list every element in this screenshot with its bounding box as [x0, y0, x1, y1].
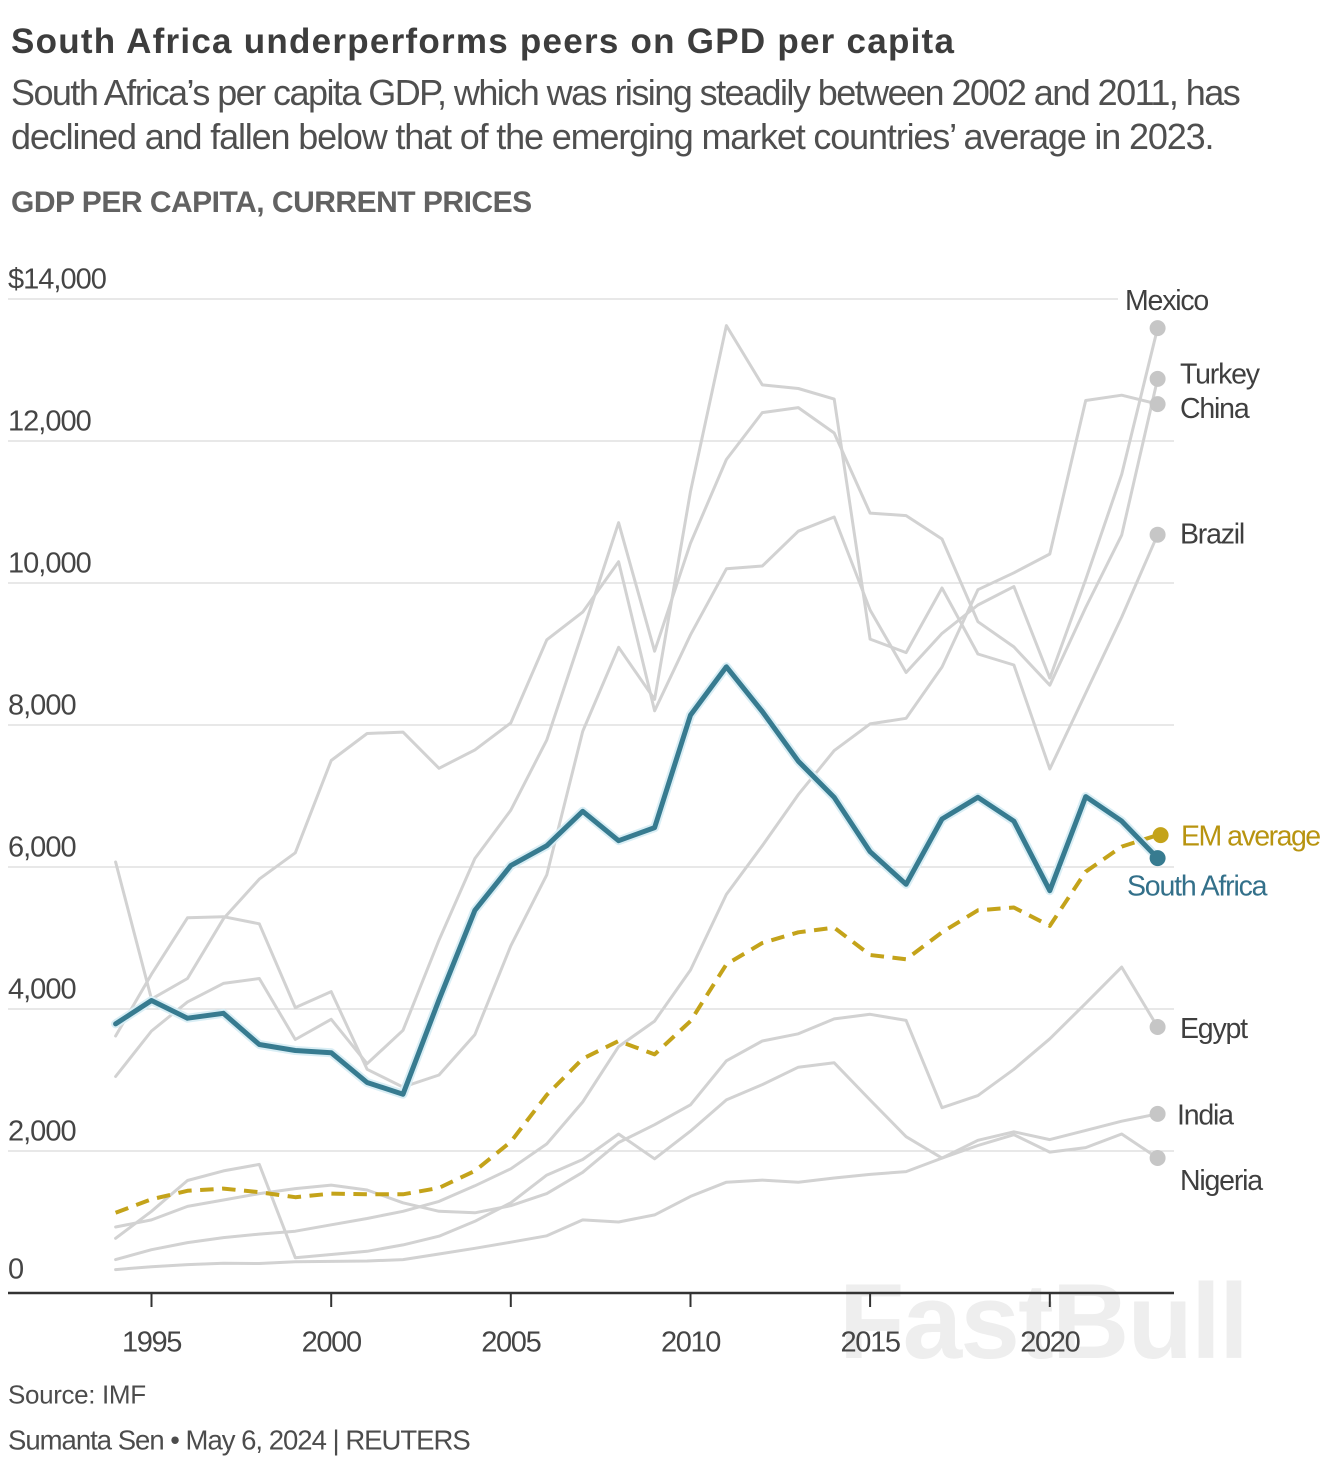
- svg-text:South Africa: South Africa: [1127, 870, 1268, 902]
- svg-text:2020: 2020: [1020, 1327, 1079, 1359]
- svg-text:Turkey: Turkey: [1180, 358, 1261, 390]
- svg-text:GDP PER CAPITA, CURRENT PRICES: GDP PER CAPITA, CURRENT PRICES: [11, 186, 532, 219]
- svg-text:Nigeria: Nigeria: [1180, 1165, 1263, 1197]
- svg-text:Egypt: Egypt: [1180, 1013, 1248, 1045]
- svg-text:declined and fallen below that: declined and fallen below that of the em…: [11, 116, 1213, 157]
- svg-text:China: China: [1180, 393, 1250, 425]
- svg-text:India: India: [1177, 1099, 1234, 1131]
- svg-text:EM average: EM average: [1181, 820, 1320, 852]
- svg-text:Mexico: Mexico: [1125, 285, 1208, 317]
- svg-text:2000: 2000: [302, 1327, 361, 1359]
- svg-text:Source: IMF: Source: IMF: [8, 1380, 146, 1410]
- svg-text:0: 0: [8, 1254, 23, 1286]
- svg-text:10,000: 10,000: [8, 548, 91, 580]
- svg-text:6,000: 6,000: [8, 832, 76, 864]
- svg-text:1995: 1995: [122, 1327, 181, 1359]
- svg-text:12,000: 12,000: [8, 406, 91, 438]
- svg-text:South Africa underperforms pee: South Africa underperforms peers on GPD …: [11, 22, 955, 61]
- svg-text:2,000: 2,000: [8, 1116, 76, 1148]
- svg-text:2015: 2015: [841, 1327, 900, 1359]
- svg-text:FastBull: FastBull: [839, 1261, 1247, 1381]
- svg-text:Brazil: Brazil: [1180, 518, 1244, 550]
- svg-text:Sumanta Sen • May 6, 2024 | RE: Sumanta Sen • May 6, 2024 | REUTERS: [8, 1425, 470, 1456]
- svg-text:8,000: 8,000: [8, 690, 76, 722]
- svg-text:2010: 2010: [661, 1327, 720, 1359]
- svg-text:South Africa’s per capita GDP,: South Africa’s per capita GDP, which was…: [11, 72, 1240, 113]
- svg-text:4,000: 4,000: [8, 974, 76, 1006]
- svg-text:$14,000: $14,000: [8, 264, 106, 296]
- svg-text:2005: 2005: [481, 1327, 540, 1359]
